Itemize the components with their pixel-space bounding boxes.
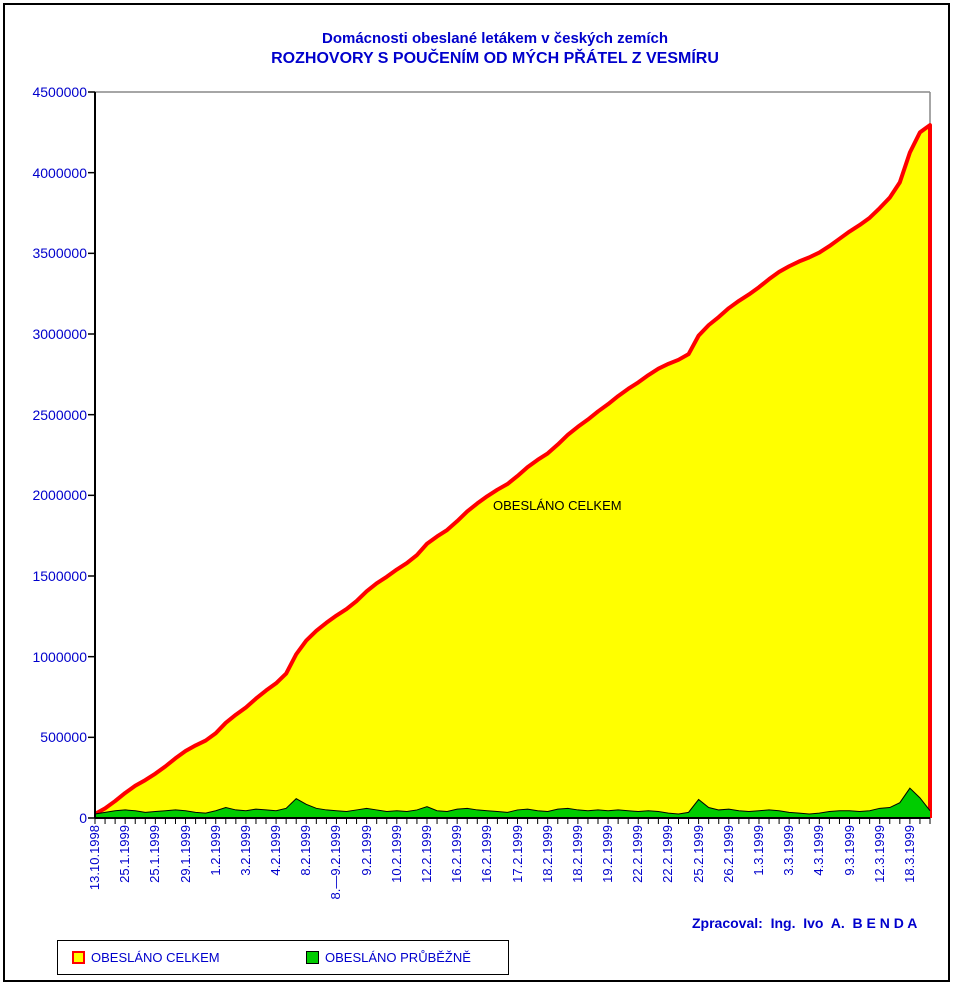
x-axis-tick-label-text: 16.2.1999 — [479, 825, 495, 883]
legend-label-obeslano-celkem: OBESLÁNO CELKEM — [91, 950, 220, 965]
y-axis-tick-label: 4500000 — [32, 84, 87, 100]
x-axis-tick-label-text: 25.1.1999 — [117, 825, 133, 883]
chart-title: Domácnosti obeslané letákem v českých ze… — [20, 30, 953, 68]
legend-swatch-incremental-icon — [306, 951, 319, 964]
x-axis-tick-label-text: 25.1.1999 — [147, 825, 163, 883]
legend-item-obeslano-celkem: OBESLÁNO CELKEM — [72, 950, 220, 965]
legend-label-obeslano-prubezne: OBESLÁNO PRŮBĚŽNĚ — [325, 950, 471, 965]
y-axis-tick-label: 3500000 — [32, 245, 87, 262]
y-axis-tick-label: 3000000 — [32, 326, 87, 342]
y-axis-tick-label: 0 — [79, 810, 87, 826]
x-axis-tick-label-text: 16.2.1999 — [449, 825, 465, 883]
series-annotation-obeslano-celkem: OBESLÁNO CELKEM — [493, 498, 622, 513]
y-axis-tick-label: 1000000 — [32, 648, 87, 665]
x-axis-tick-label-text: 10.2.1999 — [388, 825, 404, 883]
chart-title-line2: ROZHOVORY S POUČENÍM OD MÝCH PŘÁTEL Z VE… — [271, 50, 719, 67]
x-axis-tick-label-text: 25.2.1999 — [690, 825, 706, 883]
x-axis-tick-label-text: 13.10.1998 — [87, 825, 102, 891]
x-axis-tick-label-text: 19.2.1999 — [600, 825, 616, 883]
legend: OBESLÁNO CELKEM OBESLÁNO PRŮBĚŽNĚ — [57, 940, 509, 975]
incremental-area-shape — [95, 788, 930, 818]
chart-title-line1: Domácnosti obeslané letákem v českých ze… — [322, 30, 668, 47]
x-axis-tick-label-text: 3.3.1999 — [781, 825, 797, 876]
credit-text: Zpracoval: Ing. Ivo A. B E N D A — [692, 915, 918, 931]
x-axis-tick-label-text: 9.2.1999 — [358, 825, 374, 876]
legend-swatch-cumulative-icon — [72, 951, 85, 964]
x-axis-tick-label-text: 17.2.1999 — [509, 825, 525, 883]
x-axis-tick-label-text: 9.3.1999 — [841, 825, 857, 876]
x-axis-tick-label-text: 26.2.1999 — [720, 825, 736, 883]
x-axis-tick-label-text: 8.—9.2.1999 — [328, 825, 344, 900]
y-axis-tick-label: 1500000 — [32, 568, 87, 584]
y-axis-tick-label: 4000000 — [32, 164, 87, 181]
x-axis-tick-label-text: 3.2.1999 — [237, 825, 253, 876]
x-axis-tick-label-text: 29.1.1999 — [177, 825, 193, 883]
y-axis-tick-label: 2000000 — [32, 487, 87, 504]
cumulative-area-shape — [95, 125, 930, 818]
x-axis-tick-label-text: 4.3.1999 — [811, 825, 827, 876]
x-axis-tick-label-text: 18.2.1999 — [539, 825, 555, 883]
x-axis-tick-label-text: 12.3.1999 — [871, 825, 887, 883]
x-axis-tick-label-text: 12.2.1999 — [418, 825, 434, 883]
incremental-line — [94, 787, 931, 815]
legend-item-obeslano-prubezne: OBESLÁNO PRŮBĚŽNĚ — [306, 950, 471, 965]
y-axis-tick-label: 500000 — [40, 729, 87, 746]
x-axis-tick-label-text: 8.2.1999 — [298, 825, 314, 876]
x-axis-tick-label-text: 18.3.1999 — [901, 825, 917, 883]
x-axis-tick-label-text: 1.3.1999 — [750, 825, 766, 876]
x-axis-tick-label-text: 1.2.1999 — [207, 825, 223, 876]
cumulative-line — [94, 123, 932, 818]
x-axis-tick-label-text: 22.2.1999 — [660, 825, 676, 883]
x-axis-tick-label-text: 4.2.1999 — [268, 825, 284, 876]
y-axis-tick-label: 2500000 — [32, 406, 87, 423]
x-axis-tick-label-text: 18.2.1999 — [569, 825, 585, 883]
x-axis-tick-label-text: 22.2.1999 — [630, 825, 646, 883]
